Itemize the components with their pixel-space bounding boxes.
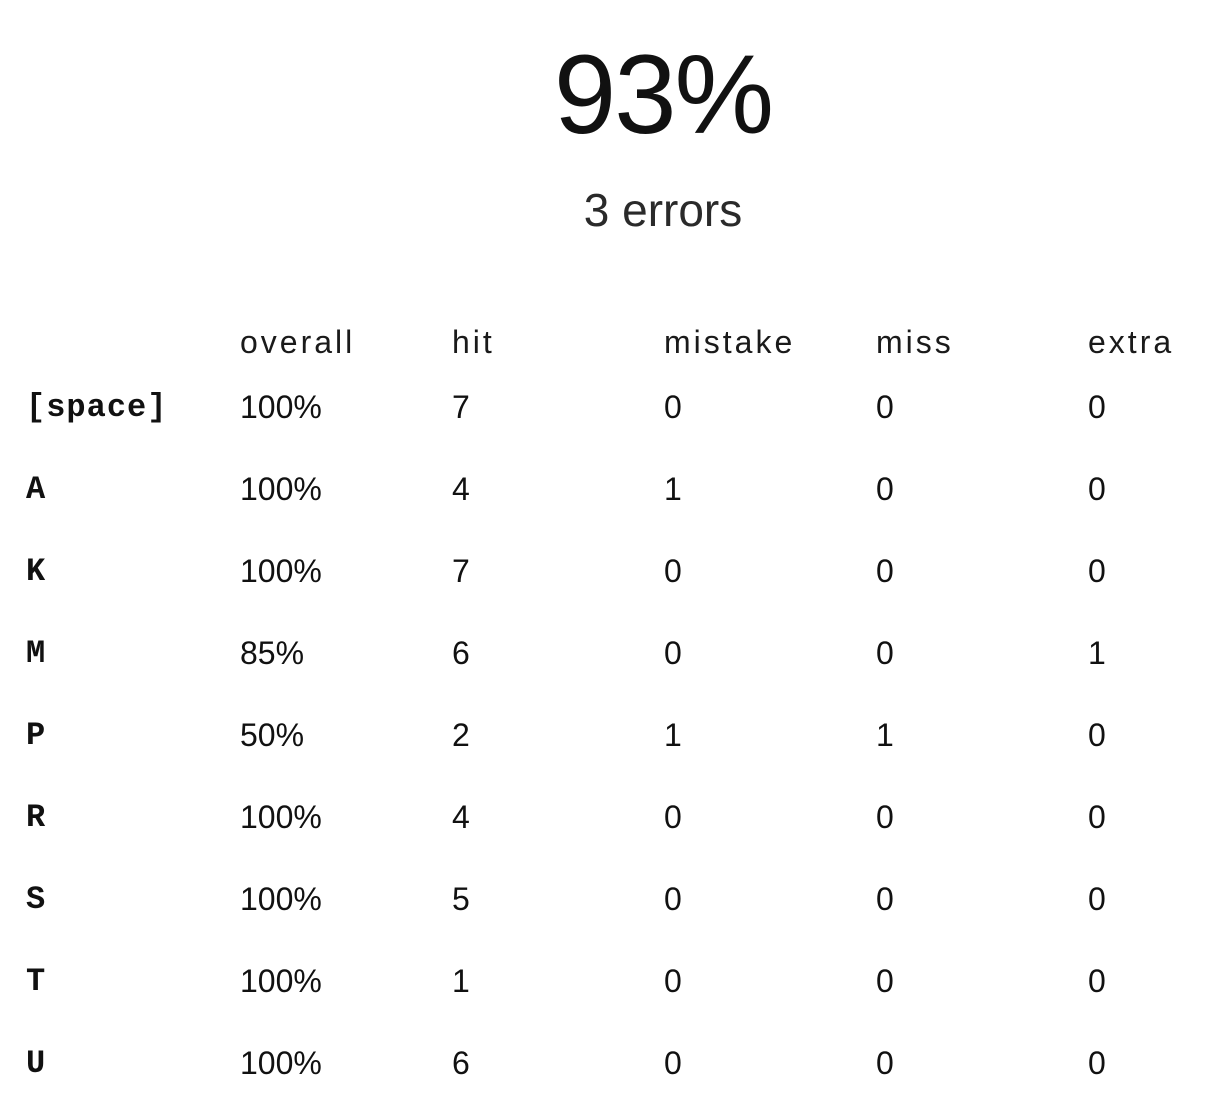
key-label: A xyxy=(26,470,47,508)
table-header-row: overall hit mistake miss extra xyxy=(26,318,1212,366)
hit-cell: 5 xyxy=(452,880,470,917)
table-row: S 100% 5 0 0 0 xyxy=(26,858,1212,940)
overall-cell: 100% xyxy=(240,962,322,999)
mistake-cell: 0 xyxy=(664,552,682,589)
key-label: R xyxy=(26,798,47,836)
mistake-cell: 0 xyxy=(664,880,682,917)
table-row: A 100% 4 1 0 0 xyxy=(26,448,1212,530)
hit-cell: 6 xyxy=(452,1044,470,1081)
extra-cell: 0 xyxy=(1088,1044,1106,1081)
hit-cell: 2 xyxy=(452,716,470,753)
hit-cell: 4 xyxy=(452,470,470,507)
table-row: P 50% 2 1 1 0 xyxy=(26,694,1212,776)
mistake-cell: 1 xyxy=(664,716,682,753)
key-label: T xyxy=(26,962,47,1000)
extra-cell: 1 xyxy=(1088,634,1106,671)
header-miss: miss xyxy=(876,323,954,360)
mistake-cell: 0 xyxy=(664,388,682,425)
error-count: 3 errors xyxy=(583,184,743,236)
table-row: T 100% 1 0 0 0 xyxy=(26,940,1212,1022)
header-hit: hit xyxy=(452,323,495,360)
hit-cell: 7 xyxy=(452,388,470,425)
key-label: P xyxy=(26,716,47,754)
overall-cell: 100% xyxy=(240,1044,322,1081)
key-label: K xyxy=(26,552,47,590)
mistake-cell: 0 xyxy=(664,634,682,671)
extra-cell: 0 xyxy=(1088,470,1106,507)
miss-cell: 0 xyxy=(876,880,894,917)
miss-cell: 0 xyxy=(876,470,894,507)
mistake-cell: 0 xyxy=(664,798,682,835)
extra-cell: 0 xyxy=(1088,798,1106,835)
extra-cell: 0 xyxy=(1088,552,1106,589)
table-row: U 100% 6 0 0 0 xyxy=(26,1022,1212,1104)
table-row: [space] 100% 7 0 0 0 xyxy=(26,366,1212,448)
extra-cell: 0 xyxy=(1088,716,1106,753)
key-label: U xyxy=(26,1044,47,1082)
table-body: [space] 100% 7 0 0 0 A 100% 4 1 0 0 K 100% 7 0 0 0 M 85% 6 0 0… xyxy=(26,366,1212,1104)
hit-cell: 4 xyxy=(452,798,470,835)
key-label: M xyxy=(26,634,47,672)
miss-cell: 0 xyxy=(876,388,894,425)
header-key xyxy=(26,318,240,366)
miss-cell: 0 xyxy=(876,552,894,589)
table-row: K 100% 7 0 0 0 xyxy=(26,530,1212,612)
key-label: S xyxy=(26,880,47,918)
extra-cell: 0 xyxy=(1088,880,1106,917)
miss-cell: 0 xyxy=(876,634,894,671)
extra-cell: 0 xyxy=(1088,388,1106,425)
key-stats-table: overall hit mistake miss extra [space] 10… xyxy=(26,318,1212,1104)
overall-cell: 100% xyxy=(240,798,322,835)
key-label: [space] xyxy=(26,388,168,426)
overall-cell: 100% xyxy=(240,880,322,917)
header-overall: overall xyxy=(240,323,356,360)
overall-cell: 85% xyxy=(240,634,305,671)
miss-cell: 0 xyxy=(876,1044,894,1081)
header-extra: extra xyxy=(1088,323,1175,360)
table-row: M 85% 6 0 0 1 xyxy=(26,612,1212,694)
overall-cell: 100% xyxy=(240,552,322,589)
header-mistake: mistake xyxy=(664,323,796,360)
miss-cell: 1 xyxy=(876,716,894,753)
overall-cell: 100% xyxy=(240,470,322,507)
table-row: R 100% 4 0 0 0 xyxy=(26,776,1212,858)
accuracy-percentage: 93% xyxy=(553,32,774,157)
overall-cell: 50% xyxy=(240,716,305,753)
extra-cell: 0 xyxy=(1088,962,1106,999)
mistake-cell: 0 xyxy=(664,1044,682,1081)
hit-cell: 6 xyxy=(452,634,470,671)
hit-cell: 1 xyxy=(452,962,470,999)
mistake-cell: 1 xyxy=(664,470,682,507)
miss-cell: 0 xyxy=(876,962,894,999)
mistake-cell: 0 xyxy=(664,962,682,999)
overall-cell: 100% xyxy=(240,388,322,425)
hit-cell: 7 xyxy=(452,552,470,589)
miss-cell: 0 xyxy=(876,798,894,835)
